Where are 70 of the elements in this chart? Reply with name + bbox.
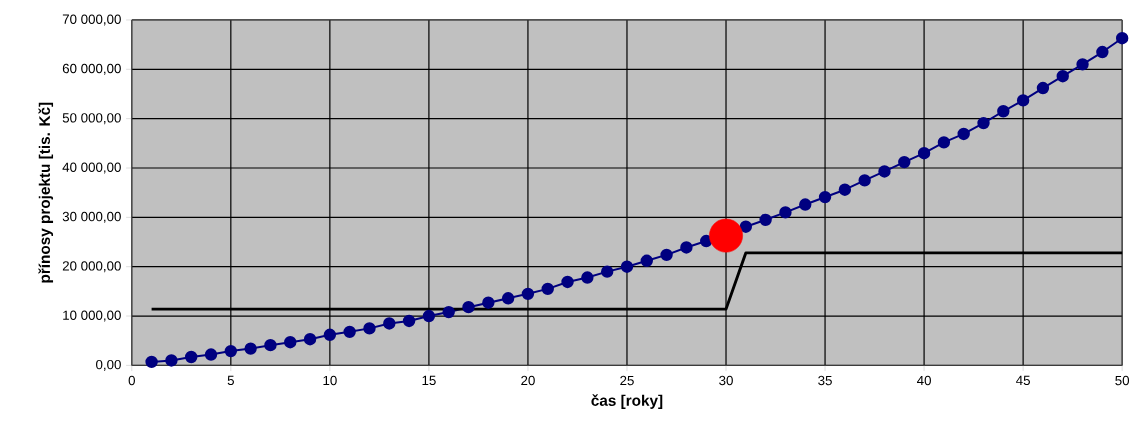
- point: [957, 127, 970, 141]
- x-tick-label: 0: [128, 375, 135, 386]
- point: [818, 190, 832, 204]
- point: [739, 220, 753, 233]
- y-tick-label: 40 000,00: [62, 162, 121, 174]
- y-tick-label: 10 000,00: [63, 310, 121, 322]
- x-tick-label: 25: [620, 375, 634, 386]
- point: [858, 174, 871, 187]
- y-axis-title: přínosy projektu [tis. Kč]: [38, 102, 54, 283]
- x-tick-label: 5: [227, 375, 234, 385]
- point: [422, 309, 436, 323]
- point: [561, 275, 574, 289]
- point: [640, 254, 653, 267]
- point: [620, 260, 634, 273]
- x-tick-label: 45: [1016, 375, 1030, 385]
- y-tick-label: 50 000,00: [62, 113, 121, 125]
- point: [759, 213, 772, 226]
- point: [244, 342, 257, 355]
- point: [898, 155, 911, 169]
- x-tick-label: 10: [323, 375, 337, 386]
- point: [303, 332, 317, 346]
- x-tick-label: 15: [422, 375, 436, 385]
- x-axis-title: čas [roky]: [591, 394, 663, 409]
- y-tick-label: 0,00: [96, 359, 121, 371]
- point: [402, 314, 416, 328]
- x-tick-label: 40: [917, 375, 931, 386]
- point: [501, 291, 515, 305]
- point: [521, 287, 535, 300]
- point: [600, 265, 614, 278]
- point: [383, 317, 396, 330]
- point: [145, 355, 158, 368]
- point: [185, 350, 198, 364]
- point: [284, 335, 297, 349]
- point: [1036, 81, 1050, 95]
- x-tick-label: 20: [521, 375, 535, 386]
- point: [1016, 94, 1030, 107]
- point: [363, 322, 376, 335]
- point: [838, 183, 852, 196]
- x-tick-label: 35: [818, 375, 832, 386]
- point: [224, 344, 238, 358]
- y-tick-label: 30 000,00: [62, 211, 121, 223]
- point: [323, 328, 337, 341]
- point: [442, 305, 455, 319]
- point: [1115, 31, 1129, 45]
- point: [878, 165, 891, 178]
- point: [482, 296, 495, 309]
- point: [917, 146, 931, 160]
- point: [204, 348, 218, 361]
- point: [165, 354, 178, 367]
- point: [1056, 69, 1069, 83]
- point: [264, 338, 277, 352]
- point: [1096, 45, 1109, 59]
- point: [680, 241, 693, 254]
- x-tick-label: 30: [719, 375, 733, 386]
- x-tick-label: 50: [1115, 375, 1130, 386]
- point: [799, 198, 812, 211]
- point: [779, 206, 792, 219]
- y-tick-label: 20 000,00: [62, 261, 121, 273]
- y-tick-label: 60 000,00: [62, 63, 121, 75]
- point: [977, 116, 990, 130]
- point: [581, 271, 594, 284]
- point: [709, 218, 743, 253]
- point: [660, 248, 673, 261]
- point: [1076, 58, 1089, 71]
- point: [462, 300, 475, 314]
- point: [997, 104, 1010, 118]
- point: [937, 136, 951, 149]
- point: [541, 282, 554, 295]
- y-tick-label: 70 000,00: [62, 14, 121, 26]
- point: [343, 325, 356, 338]
